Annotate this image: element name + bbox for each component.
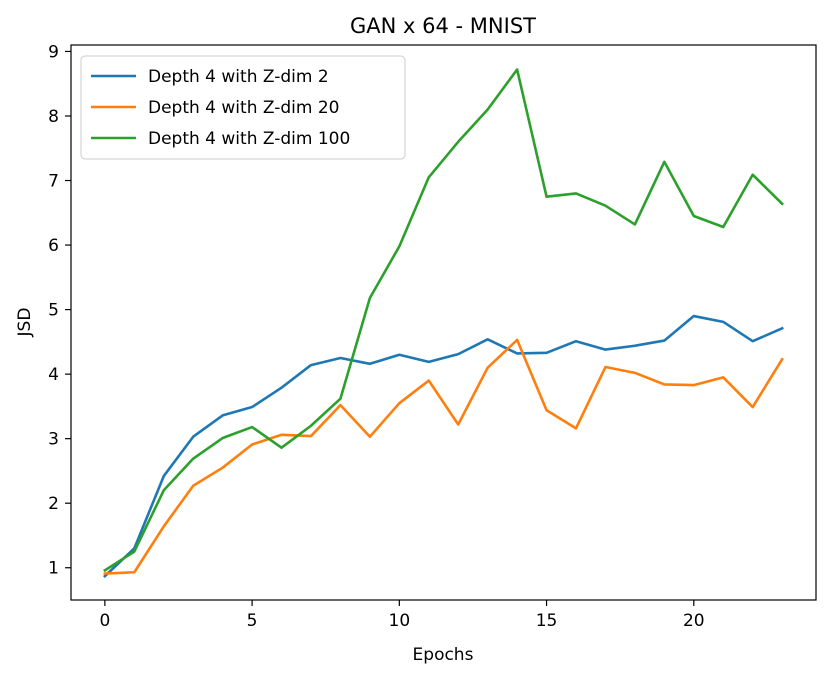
y-tick-label: 5	[48, 301, 59, 321]
legend: Depth 4 with Z-dim 2 Depth 4 with Z-dim 2…	[80, 55, 406, 160]
plot-frame	[70, 44, 817, 601]
legend-box	[80, 55, 406, 160]
y-tick-label: 6	[48, 236, 59, 256]
x-axis: 0 5 10 15 20	[99, 600, 705, 631]
legend-label-1: Depth 4 with Z-dim 2	[148, 67, 329, 87]
y-tick-label: 3	[48, 430, 59, 450]
y-tick-label: 7	[48, 172, 59, 192]
legend-label-2: Depth 4 with Z-dim 20	[148, 98, 339, 118]
y-tick-label: 2	[48, 494, 59, 514]
x-axis-label: Epochs	[413, 645, 474, 665]
x-tick-label: 10	[389, 611, 411, 631]
x-tick-label: 5	[247, 611, 258, 631]
y-tick-label: 9	[48, 42, 59, 62]
series-line-3	[103, 68, 784, 573]
x-tick-label: 15	[536, 611, 558, 631]
y-tick-label: 4	[48, 365, 59, 385]
series-line-2	[103, 338, 784, 575]
x-tick-label: 0	[99, 611, 110, 631]
plot-area	[103, 68, 784, 578]
y-tick-label: 1	[48, 559, 59, 579]
x-tick-label: 20	[683, 611, 705, 631]
series-line-1	[103, 314, 784, 578]
chart-title: GAN x 64 - MNIST	[350, 14, 536, 38]
y-axis: 1 2 3 4 5 6 7 8 9	[48, 42, 71, 579]
legend-label-3: Depth 4 with Z-dim 100	[148, 129, 350, 149]
y-tick-label: 8	[48, 107, 59, 127]
y-axis-label: JSD	[15, 308, 35, 338]
